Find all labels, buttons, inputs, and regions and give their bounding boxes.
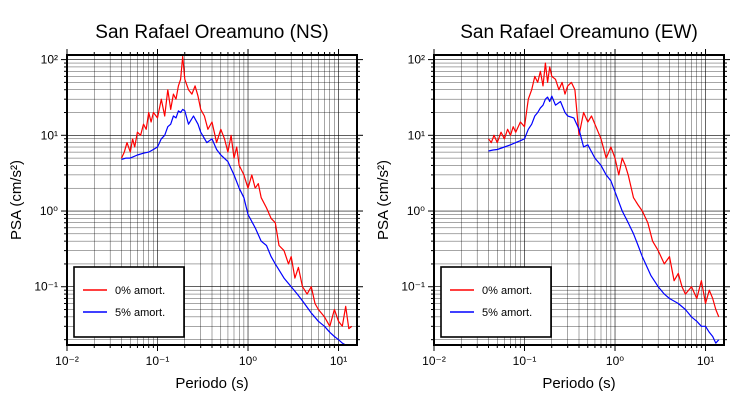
x-tick-label: 10¹ <box>697 354 714 368</box>
y-tick-label: 10⁻¹ <box>401 280 425 294</box>
series-line-undamped <box>488 62 720 318</box>
series-line-damped <box>488 95 720 344</box>
grid <box>67 55 357 345</box>
legend-label: 0% amort. <box>482 285 532 297</box>
legend-label: 0% amort. <box>115 285 165 297</box>
axis-ticks <box>428 49 730 351</box>
y-tick-label: 10² <box>41 53 58 67</box>
legend-box <box>440 266 552 338</box>
x-tick-label: 10⁻² <box>55 354 79 368</box>
legend: 0% amort. 5% amort. <box>73 266 185 338</box>
x-tick-label: 10⁻¹ <box>513 354 537 368</box>
chart-title: San Rafael Oreamuno (EW) <box>460 22 698 43</box>
series-line-undamped <box>120 55 353 330</box>
x-tick-label: 10⁻² <box>422 354 446 368</box>
x-tick-label: 10⁰ <box>239 354 257 368</box>
legend-label: 5% amort. <box>115 307 165 319</box>
y-tick-label: 10⁰ <box>407 204 425 218</box>
x-tick-label: 10¹ <box>330 354 347 368</box>
chart-title: San Rafael Oreamuno (NS) <box>95 22 328 43</box>
x-tick-label: 10⁰ <box>606 354 624 368</box>
legend: 0% amort. 5% amort. <box>440 266 552 338</box>
y-tick-label: 10⁻¹ <box>34 280 58 294</box>
x-axis-label: Periodo (s) <box>175 375 248 392</box>
y-tick-label: 10¹ <box>408 128 425 142</box>
x-tick-label: 10⁻¹ <box>146 354 170 368</box>
x-axis-label: Periodo (s) <box>542 375 615 392</box>
chart-ew: San Rafael Oreamuno (EW) 10⁻² 10⁻¹ 10⁰ 10¹ 10… <box>375 22 730 392</box>
y-axis-label: PSA (cm/s²) <box>8 160 25 240</box>
chart-ns: San Rafael Oreamuno (NS) 10⁻² 10⁻¹ 10⁰ 10¹ 10… <box>8 22 363 392</box>
y-tick-label: 10² <box>408 53 425 67</box>
y-tick-label: 10⁰ <box>40 204 58 218</box>
y-axis-label: PSA (cm/s²) <box>375 160 392 240</box>
legend-label: 5% amort. <box>482 307 532 319</box>
series-line-damped <box>121 108 349 346</box>
axis-ticks <box>61 49 363 351</box>
legend-box <box>73 266 185 338</box>
y-tick-label: 10¹ <box>41 128 58 142</box>
